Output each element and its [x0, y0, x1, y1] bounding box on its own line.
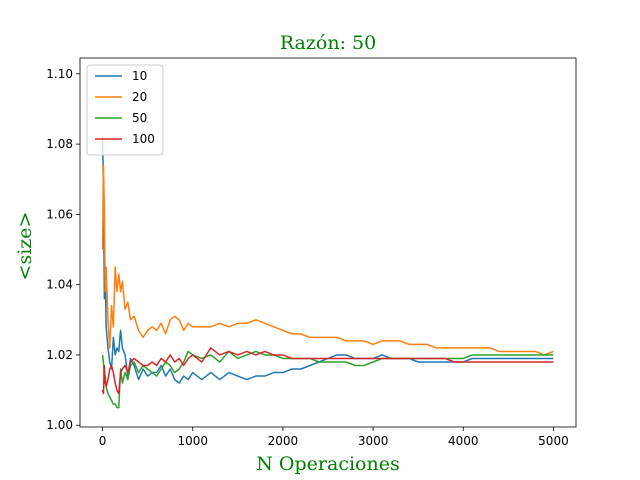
- legend: 10 20 50 100: [86, 64, 164, 156]
- legend-label-20: 20: [132, 90, 147, 104]
- series-line-100: [101, 347, 554, 395]
- y-axis-label: <size>: [14, 212, 36, 281]
- x-axis-label: N Operaciones: [256, 453, 399, 475]
- y-tick-label: 1.02: [46, 348, 73, 362]
- chart-title: Razón: 50: [280, 32, 376, 54]
- x-tick-label: 4000: [448, 434, 479, 448]
- y-tick-label: 1.00: [46, 418, 73, 432]
- legend-label-50: 50: [132, 111, 147, 125]
- series-line-10: [101, 137, 554, 384]
- axes-frame: [79, 57, 577, 428]
- y-tick-label: 1.10: [46, 67, 73, 81]
- x-tick-label: 0: [99, 434, 107, 448]
- x-tick-label: 1000: [177, 434, 208, 448]
- y-tick-label: 1.08: [46, 137, 73, 151]
- plot-area: 0 1000 2000 3000 4000 5000 1.00 1.02 1.04 1.06 1.0…: [46, 57, 577, 448]
- legend-label-100: 100: [132, 132, 155, 146]
- x-tick-label: 3000: [358, 434, 389, 448]
- series-line-20: [101, 164, 554, 356]
- legend-box: [86, 64, 164, 156]
- y-tick-label: 1.06: [46, 207, 73, 221]
- x-tick-label: 5000: [538, 434, 569, 448]
- y-tick-label: 1.04: [46, 278, 73, 292]
- x-tick-label: 2000: [268, 434, 299, 448]
- legend-label-10: 10: [132, 69, 147, 83]
- series-lines: [101, 137, 554, 409]
